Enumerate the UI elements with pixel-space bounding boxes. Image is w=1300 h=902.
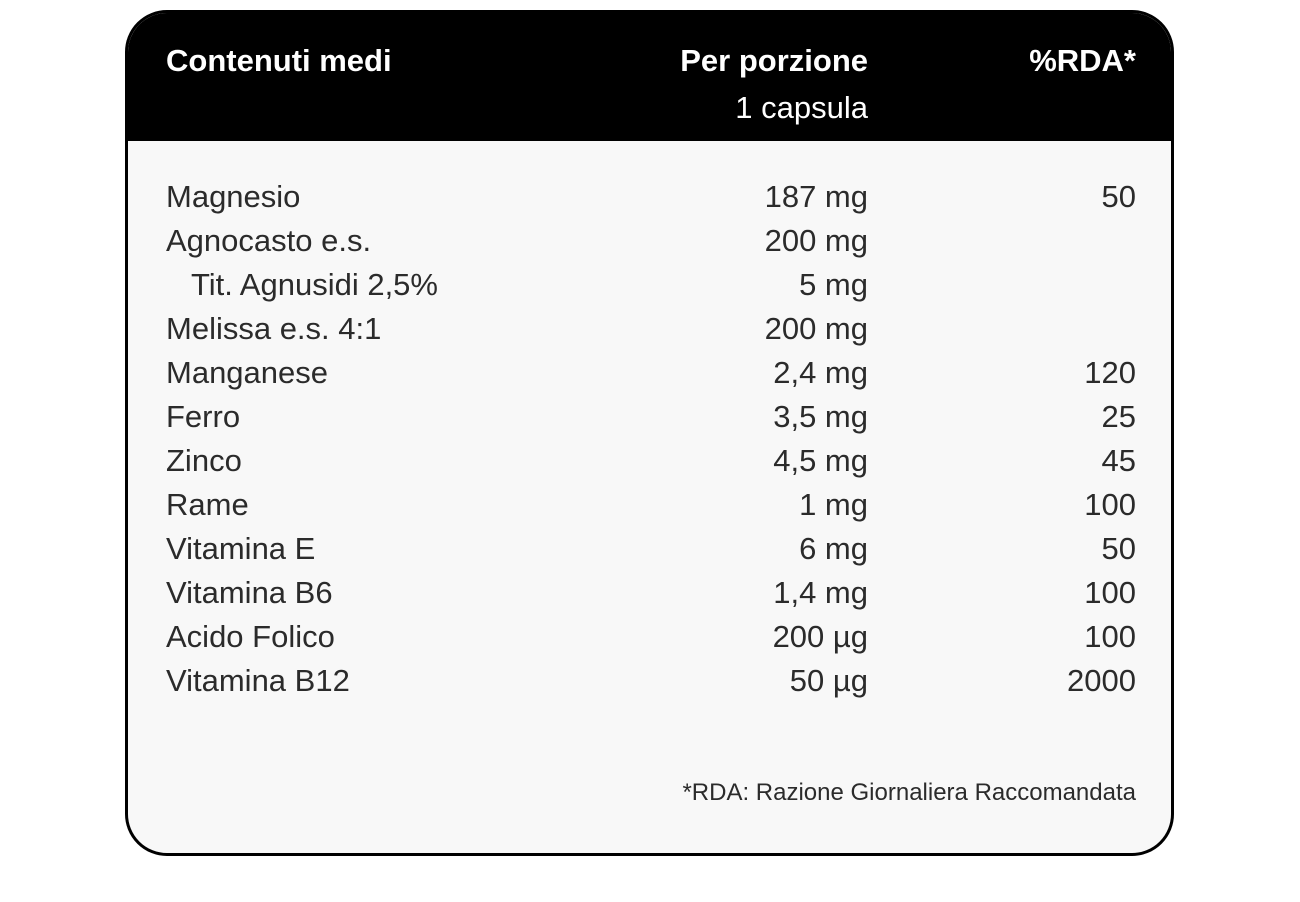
table-body: Magnesio 187 mg 50 Agnocasto e.s. 200 mg… xyxy=(128,175,1171,703)
row-rda: 50 xyxy=(1101,531,1136,566)
table-row: Magnesio 187 mg 50 xyxy=(128,175,1171,219)
header-name-label: Contenuti medi xyxy=(166,43,392,78)
row-name: Agnocasto e.s. xyxy=(166,223,372,258)
table-row: Ferro 3,5 mg 25 xyxy=(128,395,1171,439)
nutrition-table-panel: Contenuti medi Per porzione 1 capsula %R… xyxy=(125,10,1174,856)
table-row: Melissa e.s. 4:1 200 mg xyxy=(128,307,1171,351)
row-name: Vitamina E xyxy=(166,531,316,566)
table-header: Contenuti medi Per porzione 1 capsula %R… xyxy=(128,13,1171,141)
row-name: Vitamina B6 xyxy=(166,575,333,610)
row-name: Acido Folico xyxy=(166,619,335,654)
rda-footnote: *RDA: Razione Giornaliera Raccomandata xyxy=(682,779,1136,806)
row-amount: 5 mg xyxy=(799,267,868,302)
table-row: Vitamina E 6 mg 50 xyxy=(128,527,1171,571)
table-row: Rame 1 mg 100 xyxy=(128,483,1171,527)
table-row: Vitamina B6 1,4 mg 100 xyxy=(128,571,1171,615)
row-name: Ferro xyxy=(166,399,241,434)
table-row: Manganese 2,4 mg 120 xyxy=(128,351,1171,395)
row-amount: 4,5 mg xyxy=(773,443,868,478)
table-row: Agnocasto e.s. 200 mg xyxy=(128,219,1171,263)
table-row: Acido Folico 200 µg 100 xyxy=(128,615,1171,659)
header-rda-label: %RDA* xyxy=(1029,43,1136,78)
table-row: Tit. Agnusidi 2,5% 5 mg xyxy=(128,263,1171,307)
row-amount: 50 µg xyxy=(789,663,868,698)
row-name: Rame xyxy=(166,487,249,522)
header-amount-sublabel: 1 capsula xyxy=(735,90,868,125)
row-rda: 2000 xyxy=(1067,663,1136,698)
row-amount: 200 mg xyxy=(764,311,868,346)
row-amount: 200 mg xyxy=(764,223,868,258)
row-amount: 200 µg xyxy=(772,619,868,654)
row-rda: 45 xyxy=(1101,443,1136,478)
row-rda: 100 xyxy=(1084,575,1136,610)
row-name: Tit. Agnusidi 2,5% xyxy=(191,267,438,302)
row-amount: 6 mg xyxy=(799,531,868,566)
row-rda: 120 xyxy=(1084,355,1136,390)
row-amount: 3,5 mg xyxy=(773,399,868,434)
row-amount: 187 mg xyxy=(764,179,868,214)
table-row: Zinco 4,5 mg 45 xyxy=(128,439,1171,483)
row-name: Magnesio xyxy=(166,179,301,214)
row-amount: 1 mg xyxy=(799,487,868,522)
row-name: Manganese xyxy=(166,355,329,390)
row-name: Vitamina B12 xyxy=(166,663,350,698)
row-amount: 2,4 mg xyxy=(773,355,868,390)
row-rda: 100 xyxy=(1084,619,1136,654)
row-name: Zinco xyxy=(166,443,242,478)
row-amount: 1,4 mg xyxy=(773,575,868,610)
table-row: Vitamina B12 50 µg 2000 xyxy=(128,659,1171,703)
row-rda: 25 xyxy=(1101,399,1136,434)
row-name: Melissa e.s. 4:1 xyxy=(166,311,382,346)
row-rda: 100 xyxy=(1084,487,1136,522)
header-amount-label: Per porzione xyxy=(680,43,868,78)
row-rda: 50 xyxy=(1101,179,1136,214)
